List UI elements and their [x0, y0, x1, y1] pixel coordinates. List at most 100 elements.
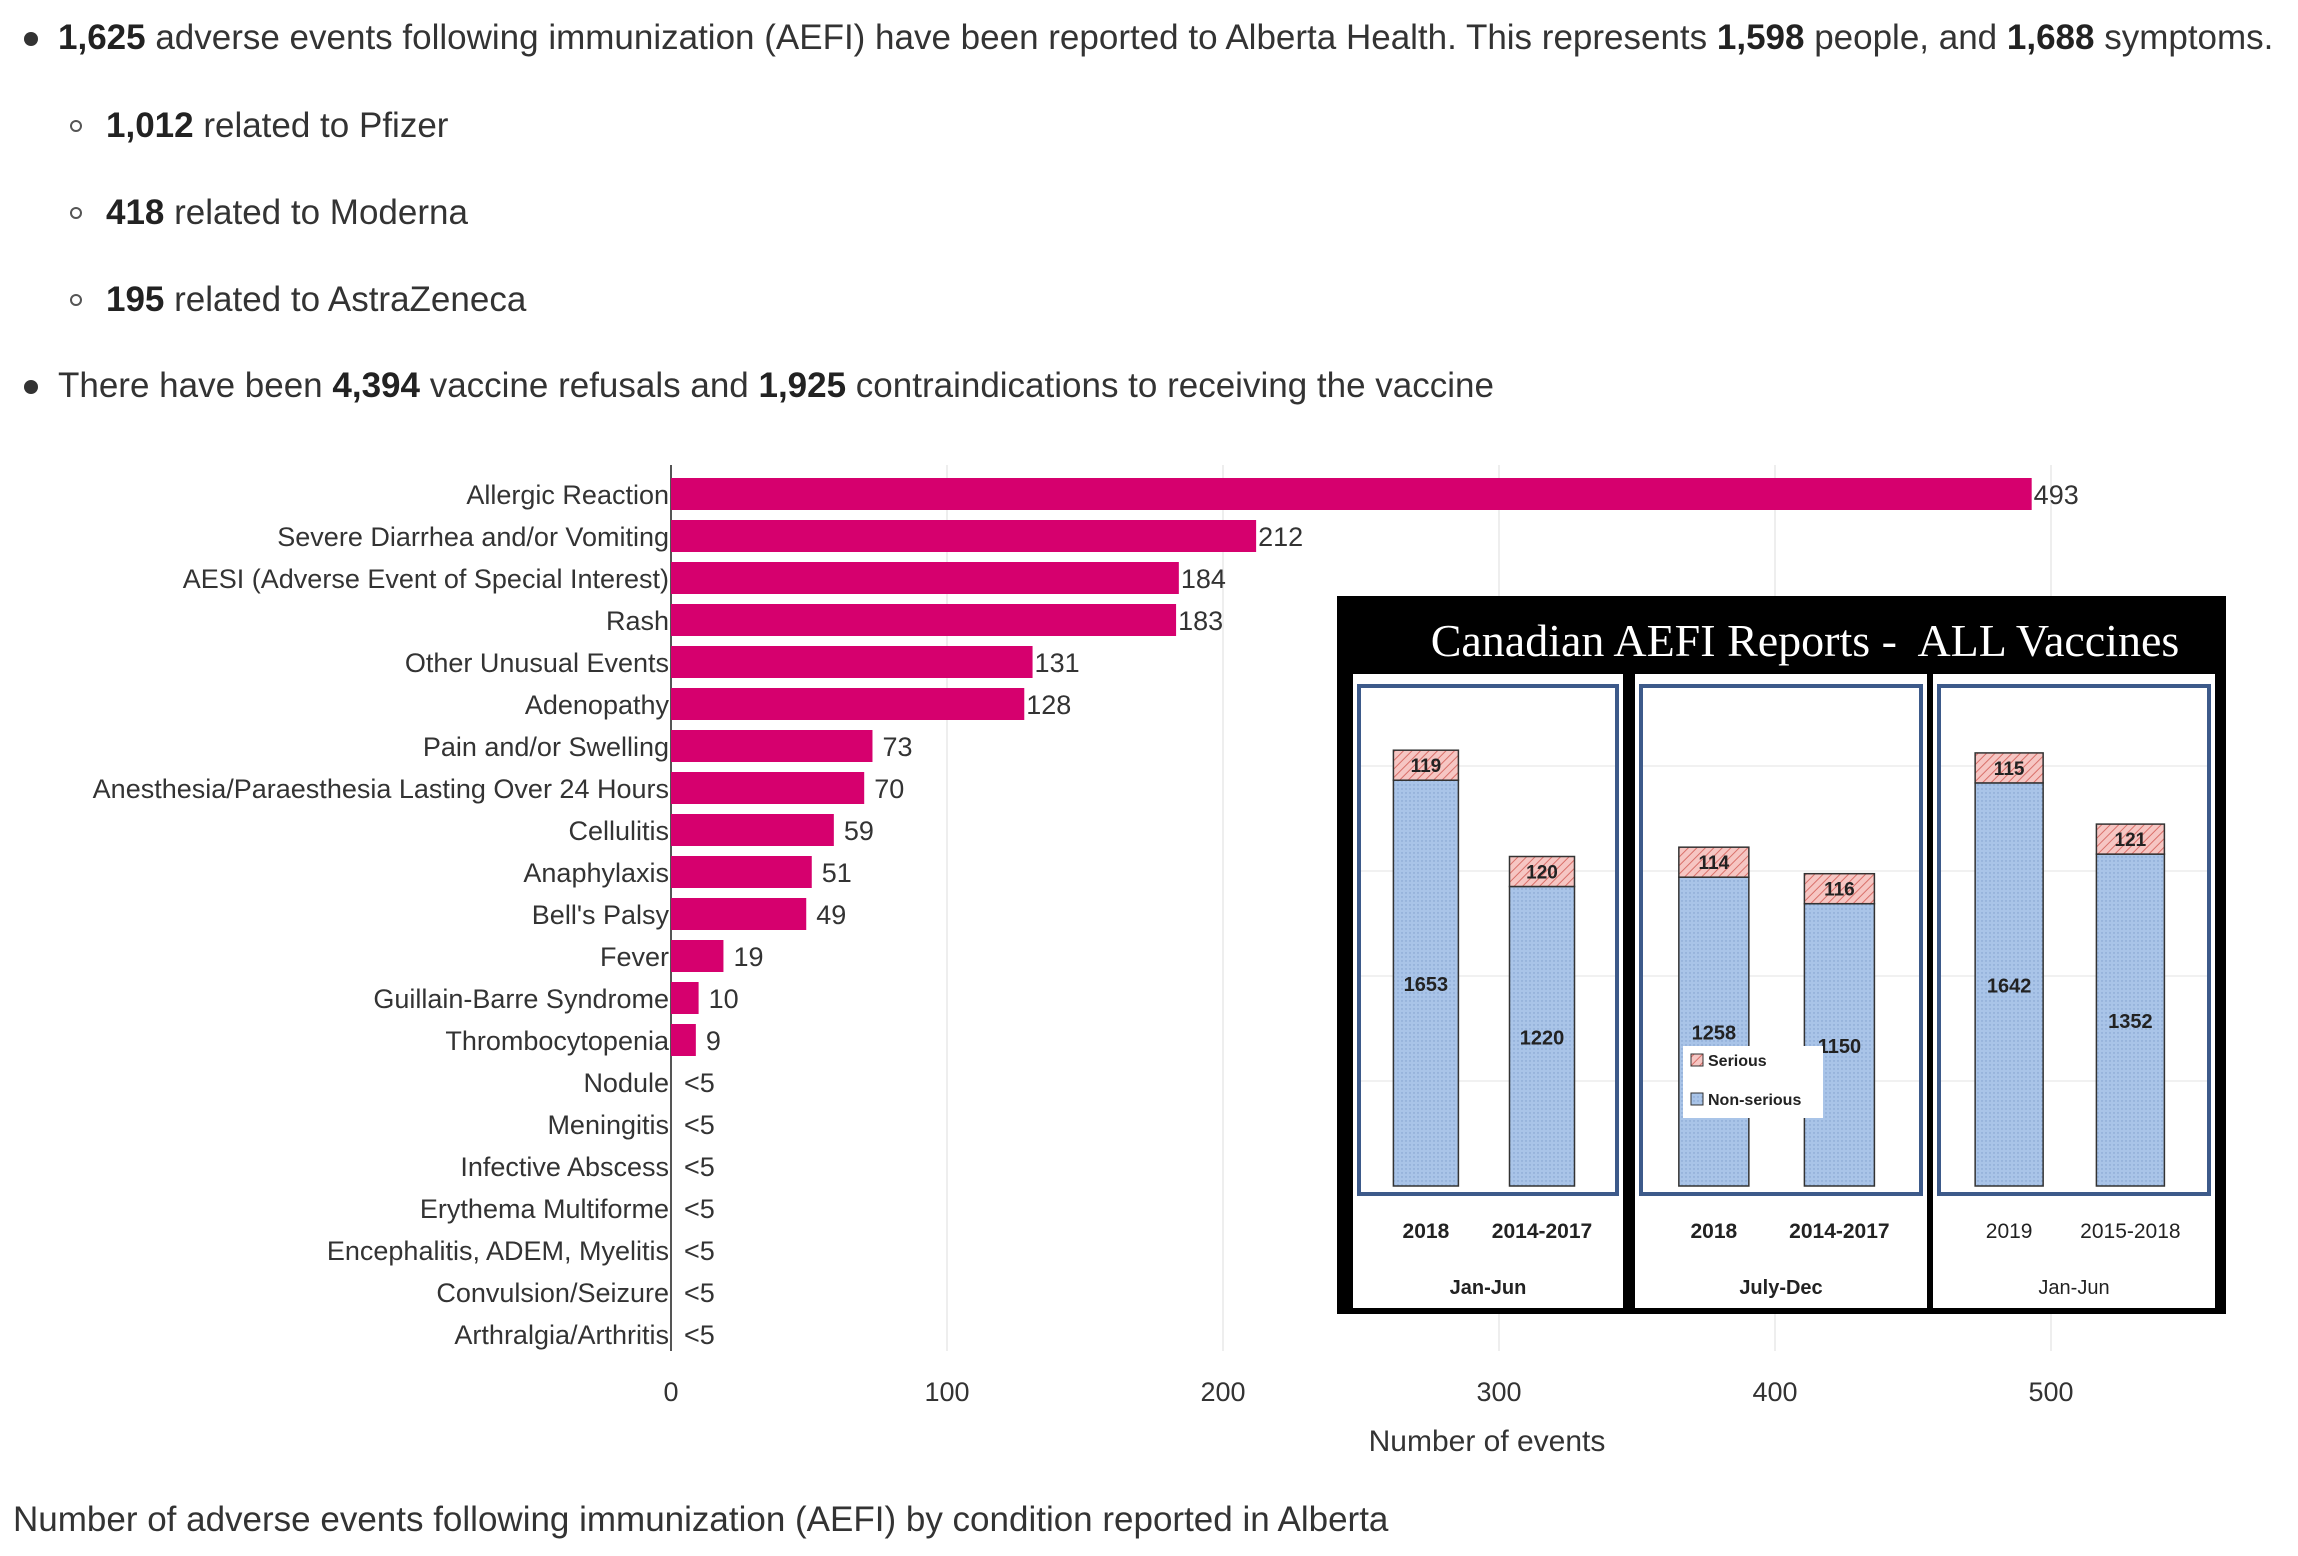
inset-bar-serious — [1678, 846, 1750, 878]
inset-nonserious-label: 1653 — [1404, 974, 1449, 996]
inset-title: Canadian AEFI Reports - ALL Vaccines — [1431, 615, 2180, 666]
bar-value-label: 10 — [709, 984, 739, 1014]
bar-value-label: 73 — [882, 732, 912, 762]
summary-moderna: 418 related to Moderna — [106, 193, 468, 232]
inset-bar-serious — [2095, 823, 2166, 855]
canadian-aefi-chart: Canadian AEFI Reports - ALL Vaccines 119… — [1353, 615, 2215, 1308]
inset-bar-serious — [1392, 749, 1460, 781]
aefi-bar-chart: Allergic Reaction 493 Severe Diarrhea and/… — [93, 465, 2079, 1458]
bullet-dot — [24, 380, 38, 394]
bar-value-label: 493 — [2034, 480, 2079, 510]
inset-bar-nonserious — [1803, 902, 1876, 1187]
category-label: Thrombocytopenia — [445, 1026, 670, 1056]
category-label: Severe Diarrhea and/or Vomiting — [277, 522, 669, 552]
inset-bar-nonserious — [1508, 885, 1576, 1187]
bar-value-label: <5 — [684, 1194, 715, 1224]
bar-value-label: 70 — [874, 774, 904, 804]
category-label: Cellulitis — [568, 816, 669, 846]
bar — [671, 982, 699, 1014]
bar — [671, 898, 807, 930]
inset-serious-label: 120 — [1526, 863, 1558, 884]
inset-panel-frame — [1937, 684, 2211, 1196]
bar-value-label: 49 — [816, 900, 846, 930]
inset-nonserious-label: 1352 — [2108, 1011, 2153, 1033]
inset-group-label: 2018 — [1690, 1220, 1737, 1243]
bar-value-label: 128 — [1026, 690, 1071, 720]
bullet-dot — [24, 32, 38, 46]
inset-bar-nonserious — [1974, 782, 2044, 1187]
bar-value-label: 19 — [733, 942, 763, 972]
bar-value-label: <5 — [684, 1320, 715, 1350]
bar-value-label: 131 — [1035, 648, 1080, 678]
summary-aefi-total: 1,625 adverse events following immunizat… — [58, 18, 2274, 57]
bar-value-label: <5 — [684, 1278, 715, 1308]
sub-bullet-ring — [70, 120, 82, 132]
bar-value-label: <5 — [684, 1068, 715, 1098]
category-label: Infective Abscess — [460, 1152, 669, 1182]
bar — [671, 478, 2032, 510]
inset-period-label: July-Dec — [1739, 1277, 1822, 1299]
inset-group-label: 2015-2018 — [2080, 1220, 2180, 1243]
inset-nonserious-label: 1258 — [1692, 1023, 1737, 1045]
category-label: Guillain-Barre Syndrome — [373, 984, 669, 1014]
inset-bar-serious — [1974, 752, 2044, 784]
summary-pfizer: 1,012 related to Pfizer — [106, 106, 449, 145]
x-tick-label: 200 — [1200, 1377, 1245, 1407]
inset-nonserious-label: 1220 — [1520, 1027, 1565, 1049]
inset-panel-frame — [1357, 684, 1619, 1196]
sub-bullet-ring — [70, 207, 82, 219]
inset-bar-nonserious — [1678, 876, 1750, 1187]
inset-serious-label: 115 — [1994, 759, 2025, 780]
bar-value-label: <5 — [684, 1152, 715, 1182]
category-label: Allergic Reaction — [466, 480, 669, 510]
inset-legend-box — [1683, 1046, 1823, 1118]
chart-caption: Number of adverse events following immun… — [13, 1500, 1389, 1539]
category-label: Fever — [600, 942, 669, 972]
inset-serious-label: 121 — [2115, 830, 2147, 851]
category-label: Encephalitis, ADEM, Myelitis — [327, 1236, 669, 1266]
category-label: Erythema Multiforme — [420, 1194, 669, 1224]
legend-swatch-serious — [1690, 1053, 1704, 1067]
inset-legend: Serious Non-serious — [1683, 1046, 1823, 1118]
bar — [671, 520, 1257, 552]
inset-nonserious-label: 1150 — [1818, 1036, 1861, 1058]
category-label: Pain and/or Swelling — [423, 732, 669, 762]
inset-group-label: 2019 — [1986, 1220, 2033, 1243]
inset-nonserious-label: 1642 — [1987, 975, 2032, 997]
category-label: Anaphylaxis — [523, 858, 669, 888]
inset-bar-serious — [1508, 855, 1576, 888]
x-axis-label: Number of events — [1369, 1425, 1606, 1458]
legend-label-serious: Serious — [1708, 1053, 1767, 1070]
category-label: AESI (Adverse Event of Special Interest) — [183, 564, 669, 594]
bar — [671, 772, 865, 804]
bar — [671, 1024, 696, 1056]
inset-period-label: Jan-Jun — [2038, 1277, 2109, 1299]
bar — [671, 940, 724, 972]
inset-bar-nonserious — [1392, 779, 1460, 1187]
bar — [671, 856, 812, 888]
summary-refusals: There have been 4,394 vaccine refusals a… — [58, 366, 1494, 405]
bar — [671, 604, 1177, 636]
inset-serious-label: 119 — [1411, 756, 1442, 777]
category-label: Convulsion/Seizure — [436, 1278, 669, 1308]
bar-value-label: 212 — [1258, 522, 1303, 552]
inset-group-label: 2014-2017 — [1789, 1220, 1889, 1243]
inset-group-label: 2018 — [1403, 1220, 1450, 1243]
inset-panel-frame — [1639, 684, 1923, 1196]
bar — [671, 646, 1033, 678]
bar — [671, 814, 834, 846]
category-label: Other Unusual Events — [405, 648, 669, 678]
bar — [671, 688, 1025, 720]
summary-astrazeneca: 195 related to AstraZeneca — [106, 280, 527, 319]
inset-group-label: 2014-2017 — [1492, 1220, 1592, 1243]
bar-value-label: 51 — [822, 858, 852, 888]
category-label: Bell's Palsy — [532, 900, 670, 930]
bar-value-label: 184 — [1181, 564, 1226, 594]
category-label: Meningitis — [547, 1110, 669, 1140]
bar-value-label: <5 — [684, 1236, 715, 1266]
inset-serious-label: 116 — [1824, 880, 1855, 901]
legend-label-nonserious: Non-serious — [1708, 1092, 1801, 1109]
category-label: Arthralgia/Arthritis — [454, 1320, 669, 1350]
x-tick-label: 400 — [1752, 1377, 1797, 1407]
inset-serious-label: 114 — [1699, 853, 1730, 874]
